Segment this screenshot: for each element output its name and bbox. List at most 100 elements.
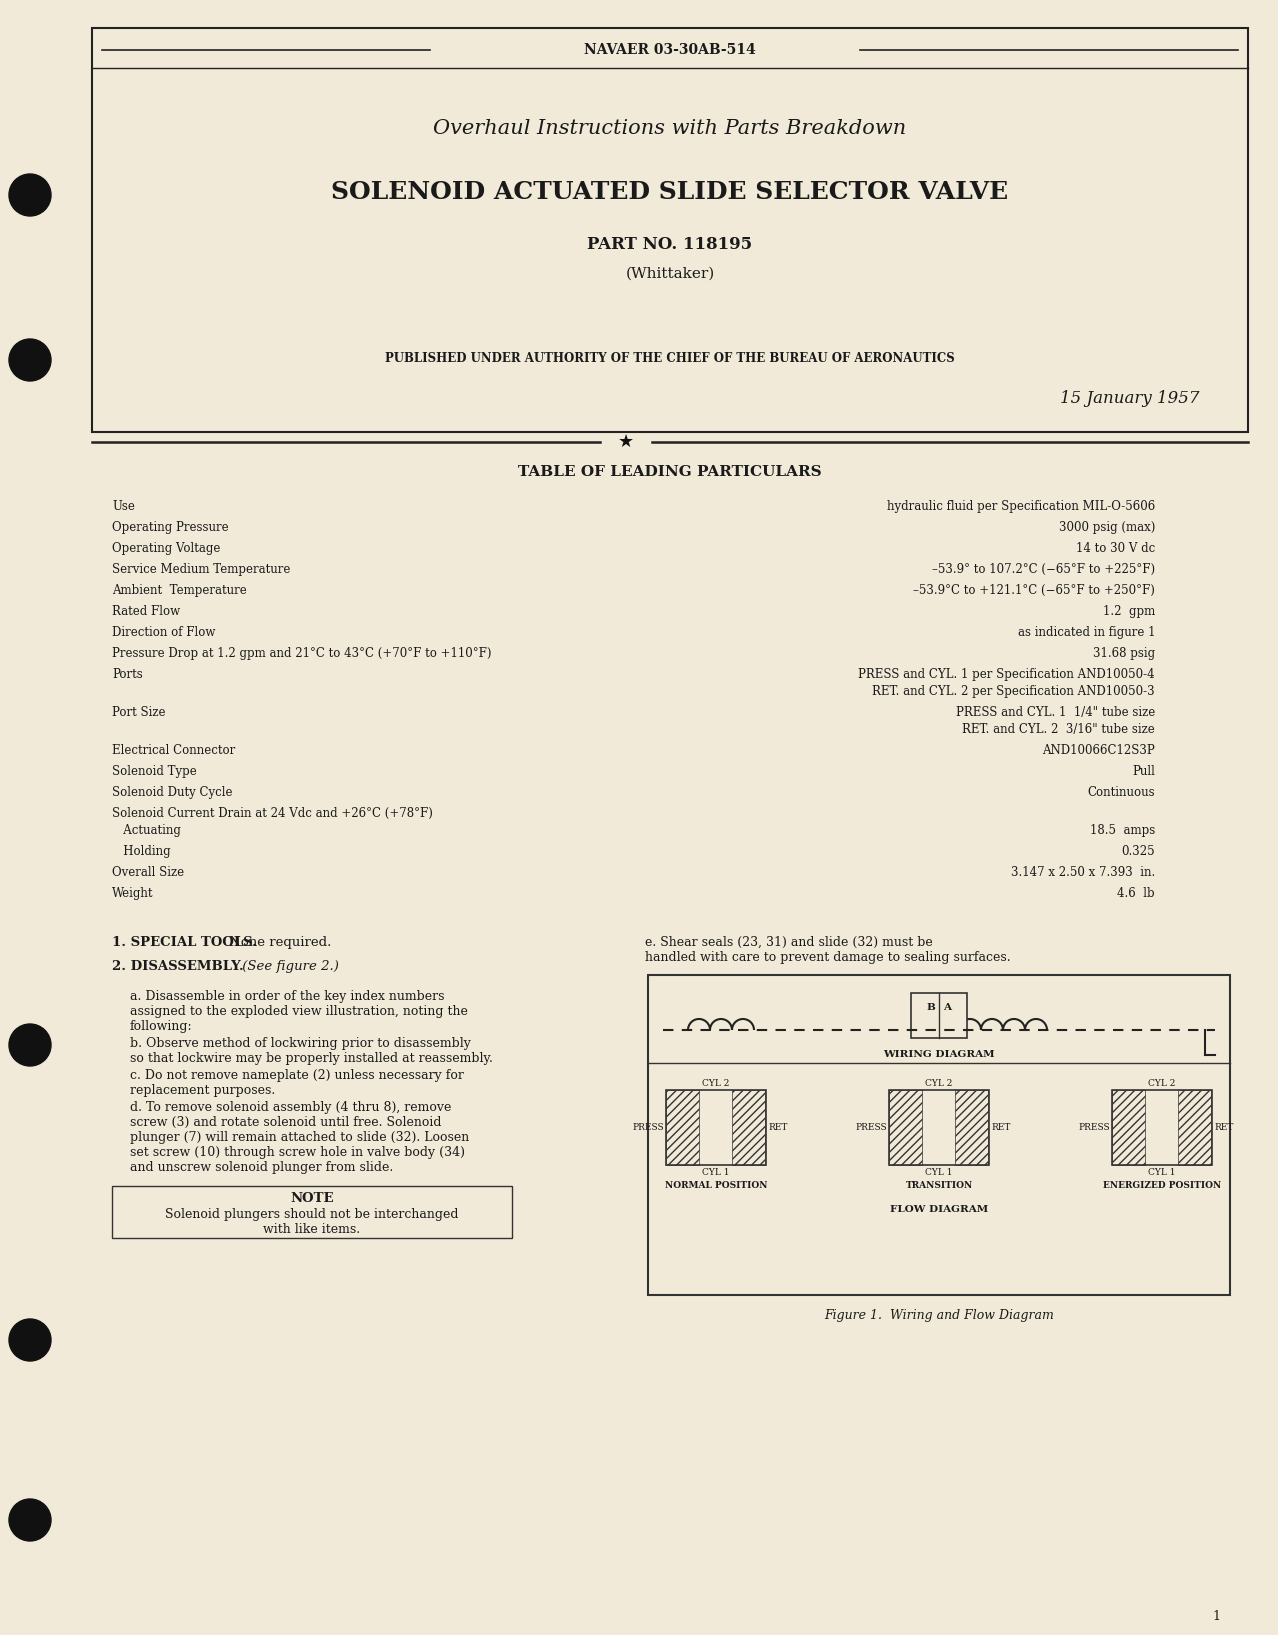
Text: with like items.: with like items.: [263, 1223, 360, 1236]
Bar: [92, 28, 1249, 432]
Text: as indicated in figure 1: as indicated in figure 1: [1017, 626, 1155, 639]
Text: Solenoid Current Drain at 24 Vdc and +26°C (+78°F): Solenoid Current Drain at 24 Vdc and +26…: [112, 808, 433, 821]
Text: screw (3) and rotate solenoid until free. Solenoid: screw (3) and rotate solenoid until free…: [130, 1117, 441, 1130]
Text: e. Shear seals (23, 31) and slide (32) must be: e. Shear seals (23, 31) and slide (32) m…: [645, 935, 933, 948]
Text: CYL 1: CYL 1: [702, 1167, 730, 1177]
Text: Solenoid plungers should not be interchanged: Solenoid plungers should not be intercha…: [165, 1208, 459, 1221]
Text: 14 to 30 V dc: 14 to 30 V dc: [1076, 541, 1155, 554]
Text: plunger (7) will remain attached to slide (32). Loosen: plunger (7) will remain attached to slid…: [130, 1131, 469, 1144]
Text: c. Do not remove nameplate (2) unless necessary for: c. Do not remove nameplate (2) unless ne…: [130, 1069, 464, 1082]
Text: b. Observe method of lockwiring prior to disassembly: b. Observe method of lockwiring prior to…: [130, 1037, 470, 1050]
Circle shape: [9, 173, 51, 216]
Text: Operating Voltage: Operating Voltage: [112, 541, 220, 554]
Text: A: A: [943, 1002, 951, 1012]
Text: NOTE: NOTE: [290, 1192, 334, 1205]
Circle shape: [9, 338, 51, 381]
Text: PUBLISHED UNDER AUTHORITY OF THE CHIEF OF THE BUREAU OF AERONAUTICS: PUBLISHED UNDER AUTHORITY OF THE CHIEF O…: [385, 352, 955, 365]
Bar: [732, 1091, 766, 1166]
Text: AND10066C12S3P: AND10066C12S3P: [1043, 744, 1155, 757]
Text: PRESS and CYL. 1  1/4" tube size: PRESS and CYL. 1 1/4" tube size: [956, 706, 1155, 719]
Text: 1. SPECIAL TOOLS.: 1. SPECIAL TOOLS.: [112, 935, 257, 948]
Text: Continuous: Continuous: [1088, 786, 1155, 800]
Text: RET. and CYL. 2 per Specification AND10050-3: RET. and CYL. 2 per Specification AND100…: [873, 685, 1155, 698]
Text: 2. DISASSEMBLY.: 2. DISASSEMBLY.: [112, 960, 244, 973]
Text: 1.2  gpm: 1.2 gpm: [1103, 605, 1155, 618]
Text: Figure 1.  Wiring and Flow Diagram: Figure 1. Wiring and Flow Diagram: [824, 1310, 1054, 1323]
Text: Service Medium Temperature: Service Medium Temperature: [112, 562, 290, 576]
Text: Actuating: Actuating: [112, 824, 181, 837]
Text: Direction of Flow: Direction of Flow: [112, 626, 216, 639]
Text: Ports: Ports: [112, 669, 143, 682]
Text: Rated Flow: Rated Flow: [112, 605, 180, 618]
Text: PRESS: PRESS: [633, 1123, 665, 1131]
Circle shape: [9, 1024, 51, 1066]
Text: –53.9°C to +121.1°C (−65°F to +250°F): –53.9°C to +121.1°C (−65°F to +250°F): [912, 584, 1155, 597]
Text: SOLENOID ACTUATED SLIDE SELECTOR VALVE: SOLENOID ACTUATED SLIDE SELECTOR VALVE: [331, 180, 1008, 204]
Text: 15 January 1957: 15 January 1957: [1061, 389, 1200, 407]
Text: (See figure 2.): (See figure 2.): [238, 960, 339, 973]
Text: CYL 1: CYL 1: [925, 1167, 953, 1177]
Text: WIRING DIAGRAM: WIRING DIAGRAM: [883, 1050, 994, 1059]
Text: ★: ★: [619, 433, 634, 451]
Circle shape: [9, 1499, 51, 1542]
Bar: [889, 1091, 921, 1166]
Text: CYL 2: CYL 2: [925, 1079, 952, 1087]
Text: Solenoid Type: Solenoid Type: [112, 765, 197, 778]
Text: PART NO. 118195: PART NO. 118195: [588, 235, 753, 252]
Text: Port Size: Port Size: [112, 706, 165, 719]
Text: a. Disassemble in order of the key index numbers: a. Disassemble in order of the key index…: [130, 991, 445, 1002]
Text: Use: Use: [112, 500, 135, 513]
Text: 0.325: 0.325: [1121, 845, 1155, 858]
Bar: [648, 974, 1229, 1295]
Text: set screw (10) through screw hole in valve body (34): set screw (10) through screw hole in val…: [130, 1146, 465, 1159]
Text: B: B: [927, 1002, 935, 1012]
Text: hydraulic fluid per Specification MIL-O-5606: hydraulic fluid per Specification MIL-O-…: [887, 500, 1155, 513]
Text: and unscrew solenoid plunger from slide.: and unscrew solenoid plunger from slide.: [130, 1161, 394, 1174]
Bar: [666, 1091, 699, 1166]
Bar: [955, 1091, 988, 1166]
Text: Electrical Connector: Electrical Connector: [112, 744, 235, 757]
Text: handled with care to prevent damage to sealing surfaces.: handled with care to prevent damage to s…: [645, 952, 1011, 965]
Text: 31.68 psig: 31.68 psig: [1093, 647, 1155, 661]
Text: Overall Size: Overall Size: [112, 867, 184, 880]
Text: assigned to the exploded view illustration, noting the: assigned to the exploded view illustrati…: [130, 1006, 468, 1019]
Text: Pull: Pull: [1132, 765, 1155, 778]
Text: 3.147 x 2.50 x 7.393  in.: 3.147 x 2.50 x 7.393 in.: [1011, 867, 1155, 880]
Text: d. To remove solenoid assembly (4 thru 8), remove: d. To remove solenoid assembly (4 thru 8…: [130, 1100, 451, 1113]
Text: Holding: Holding: [112, 845, 171, 858]
Text: RET. and CYL. 2  3/16" tube size: RET. and CYL. 2 3/16" tube size: [962, 723, 1155, 736]
Text: RET: RET: [768, 1123, 787, 1131]
Text: Pressure Drop at 1.2 gpm and 21°C to 43°C (+70°F to +110°F): Pressure Drop at 1.2 gpm and 21°C to 43°…: [112, 647, 492, 661]
Text: RET: RET: [990, 1123, 1011, 1131]
Text: 1: 1: [1212, 1610, 1220, 1624]
Bar: [1178, 1091, 1212, 1166]
Text: TABLE OF LEADING PARTICULARS: TABLE OF LEADING PARTICULARS: [518, 464, 822, 479]
Text: CYL 2: CYL 2: [1149, 1079, 1176, 1087]
Text: Weight: Weight: [112, 888, 153, 899]
Text: Ambient  Temperature: Ambient Temperature: [112, 584, 247, 597]
Text: 3000 psig (max): 3000 psig (max): [1058, 522, 1155, 535]
Text: ENERGIZED POSITION: ENERGIZED POSITION: [1103, 1180, 1220, 1190]
Text: CYL 2: CYL 2: [703, 1079, 730, 1087]
Text: PRESS and CYL. 1 per Specification AND10050-4: PRESS and CYL. 1 per Specification AND10…: [859, 669, 1155, 682]
Text: –53.9° to 107.2°C (−65°F to +225°F): –53.9° to 107.2°C (−65°F to +225°F): [932, 562, 1155, 576]
Bar: [666, 1091, 766, 1166]
Text: FLOW DIAGRAM: FLOW DIAGRAM: [889, 1205, 988, 1215]
Text: RET: RET: [1214, 1123, 1233, 1131]
Text: PRESS: PRESS: [1079, 1123, 1111, 1131]
Text: NAVAER 03-30AB-514: NAVAER 03-30AB-514: [584, 43, 755, 57]
Text: TRANSITION: TRANSITION: [905, 1180, 973, 1190]
Circle shape: [9, 1319, 51, 1360]
Bar: [112, 1185, 512, 1238]
Text: Overhaul Instructions with Parts Breakdown: Overhaul Instructions with Parts Breakdo…: [433, 118, 906, 137]
Text: following:: following:: [130, 1020, 193, 1033]
Text: (Whittaker): (Whittaker): [625, 267, 714, 281]
Text: replacement purposes.: replacement purposes.: [130, 1084, 275, 1097]
Text: NORMAL POSITION: NORMAL POSITION: [665, 1180, 767, 1190]
Text: so that lockwire may be properly installed at reassembly.: so that lockwire may be properly install…: [130, 1051, 493, 1064]
Text: CYL 1: CYL 1: [1148, 1167, 1176, 1177]
Text: 4.6  lb: 4.6 lb: [1117, 888, 1155, 899]
Text: PRESS: PRESS: [855, 1123, 887, 1131]
Bar: [889, 1091, 989, 1166]
Text: None required.: None required.: [225, 935, 331, 948]
